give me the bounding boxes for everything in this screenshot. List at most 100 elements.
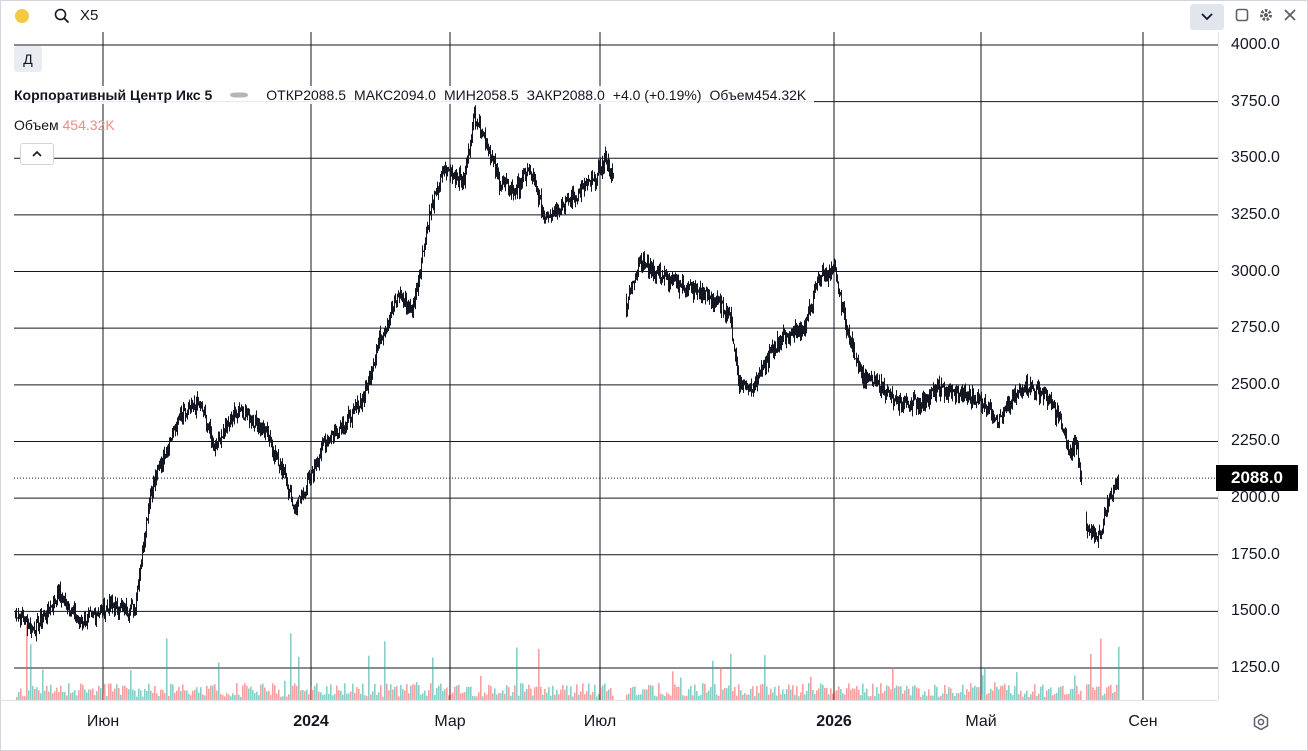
volume-bar xyxy=(930,695,932,700)
volume-bar xyxy=(548,687,550,700)
volume-bar xyxy=(866,688,868,700)
price-tick-label: 1750.0 xyxy=(1231,545,1280,563)
volume-bar xyxy=(262,683,264,700)
volume-bar xyxy=(86,692,88,700)
period-button[interactable]: Д xyxy=(14,46,42,72)
close-label: ЗАКР xyxy=(526,87,562,103)
volume-bar xyxy=(1014,686,1016,700)
volume-bar xyxy=(460,693,462,700)
volume-bar xyxy=(606,691,608,700)
volume-bar xyxy=(582,683,584,700)
maximize-icon[interactable] xyxy=(1234,7,1250,23)
gear-icon[interactable] xyxy=(1258,7,1274,23)
volume-bar xyxy=(720,667,722,700)
price-axis[interactable]: 4000.0 3750.0 3500.0 3250.0 3000.0 2750.0 2500… xyxy=(1218,32,1308,700)
volume-bar xyxy=(1016,672,1018,700)
volume-bar xyxy=(356,687,358,700)
volume-bar xyxy=(428,690,430,700)
volume-bar xyxy=(96,691,98,700)
volume-bar xyxy=(638,694,640,700)
volume-bar xyxy=(596,696,598,700)
volume-bar xyxy=(134,690,136,700)
volume-bar xyxy=(1004,683,1006,700)
volume-bar xyxy=(1046,690,1048,700)
volume-bar xyxy=(980,695,982,700)
volume-bar xyxy=(98,685,100,700)
volume-bar xyxy=(58,692,60,700)
volume-bar xyxy=(114,688,116,700)
volume-bar xyxy=(898,686,900,700)
volume-bar xyxy=(272,683,274,700)
volume-bar xyxy=(864,692,866,700)
volume-bar xyxy=(36,687,38,700)
volume-bar xyxy=(424,690,426,700)
volume-bar xyxy=(270,695,272,700)
collapse-legend-button[interactable] xyxy=(20,143,54,165)
time-axis[interactable]: Июн 2024 Мар Июл 2026 Май Сен xyxy=(0,700,1218,750)
volume-bar xyxy=(146,691,148,700)
volume-bar xyxy=(308,694,310,700)
volume-bar xyxy=(524,691,526,700)
close-icon[interactable] xyxy=(1282,7,1298,23)
volume-bar xyxy=(346,693,348,700)
volume-bar xyxy=(756,685,758,700)
volume-bar xyxy=(502,690,504,700)
volume-bar xyxy=(612,695,614,700)
volume-bar xyxy=(856,686,858,700)
volume-bar xyxy=(34,688,36,700)
volume-bar xyxy=(928,689,930,700)
volume-bar xyxy=(480,675,482,700)
volume-bar xyxy=(144,689,146,700)
price-chart[interactable] xyxy=(14,32,1218,700)
search-icon[interactable] xyxy=(54,8,70,24)
volume-bar xyxy=(958,693,960,700)
volume-bar xyxy=(64,692,66,700)
volume-bar xyxy=(26,624,28,700)
volume-bar xyxy=(304,691,306,700)
volume-bar xyxy=(872,683,874,700)
volume-bar xyxy=(1114,691,1116,700)
volume-bar xyxy=(76,695,78,700)
volume-bar xyxy=(404,690,406,700)
volume-bar xyxy=(314,685,316,700)
volume-bar xyxy=(154,686,156,700)
volume-bar xyxy=(686,695,688,700)
volume-bar xyxy=(1064,694,1066,700)
volume-bar xyxy=(116,684,118,700)
volume-bar xyxy=(748,694,750,700)
volume-bar xyxy=(564,689,566,700)
volume-bar xyxy=(354,693,356,700)
volume-bar xyxy=(130,670,132,700)
volume-bar xyxy=(910,695,912,700)
volume-bar xyxy=(600,687,602,700)
volume-bar xyxy=(844,694,846,700)
volume-bar xyxy=(352,683,354,700)
open-label: ОТКР xyxy=(266,87,304,103)
volume-bar xyxy=(286,696,288,700)
visibility-toggle-icon[interactable] xyxy=(230,92,249,98)
volume-bar xyxy=(258,695,260,700)
volume-bar xyxy=(636,695,638,700)
volume-bar xyxy=(214,684,216,700)
volume-bar xyxy=(104,684,106,700)
volume-bar xyxy=(90,689,92,700)
volume-bar xyxy=(974,685,976,700)
symbol-search-input[interactable]: X5 xyxy=(80,7,99,24)
volume-bar xyxy=(774,686,776,700)
volume-bar xyxy=(936,686,938,700)
volume-bar xyxy=(808,683,810,700)
volume-bar xyxy=(802,684,804,700)
volume-bar xyxy=(1116,684,1118,700)
volume-bar xyxy=(294,683,296,700)
volume-bar xyxy=(908,688,910,700)
chevron-down-button[interactable] xyxy=(1190,4,1224,30)
volume-bar xyxy=(160,689,162,700)
chart-settings-gear-icon[interactable] xyxy=(1252,713,1270,731)
volume-legend: Объем 454.32K xyxy=(14,117,115,133)
volume-bar xyxy=(544,688,546,700)
volume-bar xyxy=(386,683,388,700)
volume-bar xyxy=(200,687,202,700)
volume-bar xyxy=(472,696,474,700)
volume-bar xyxy=(1070,688,1072,700)
volume-bar xyxy=(884,690,886,700)
